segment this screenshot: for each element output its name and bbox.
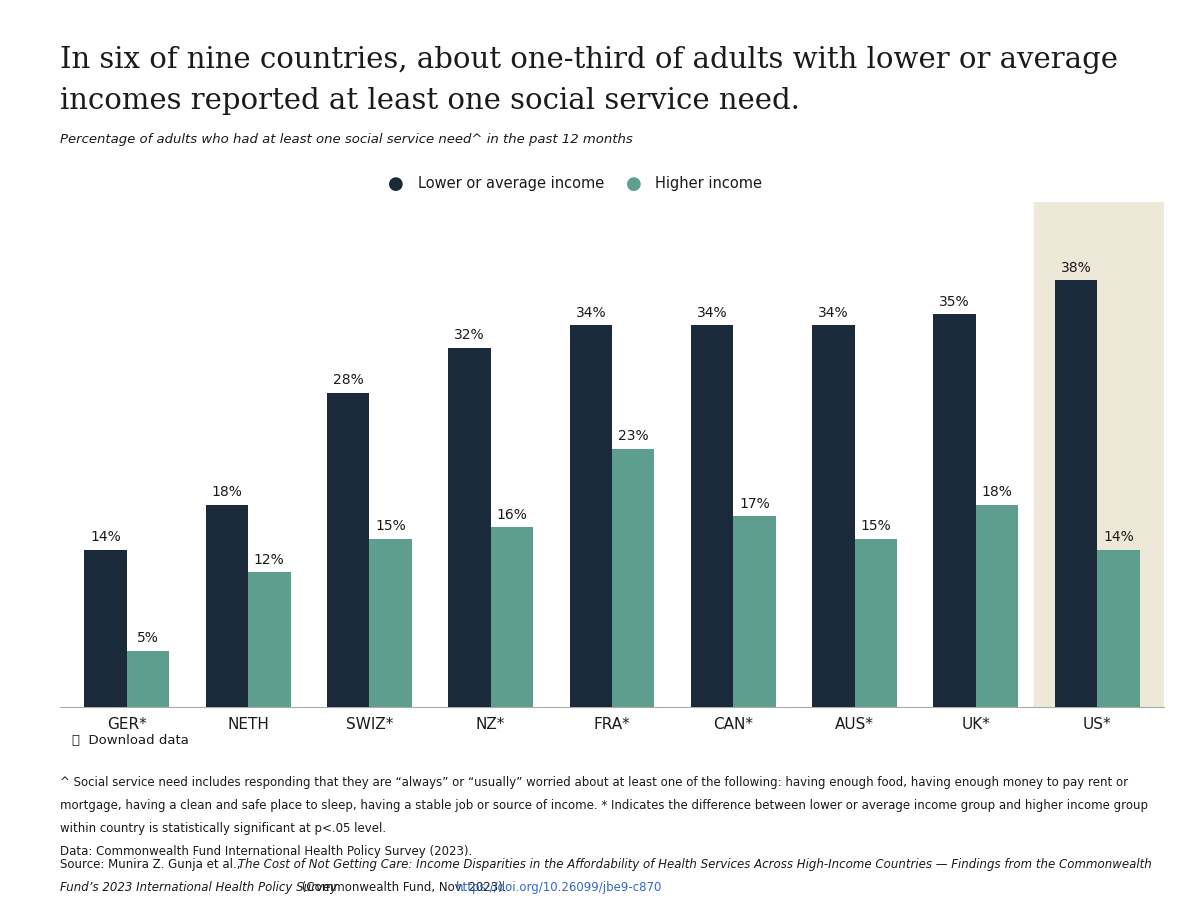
- Bar: [1055, 281, 1097, 707]
- Bar: [934, 314, 976, 707]
- Bar: [127, 651, 169, 707]
- Text: Fund’s 2023 International Health Policy Survey: Fund’s 2023 International Health Policy …: [60, 881, 337, 894]
- Text: 16%: 16%: [497, 508, 527, 521]
- Text: 14%: 14%: [1103, 531, 1134, 544]
- Text: 18%: 18%: [211, 486, 242, 499]
- Bar: [326, 393, 370, 707]
- Text: ●: ●: [625, 174, 642, 193]
- Text: Higher income: Higher income: [655, 176, 762, 191]
- Bar: [570, 325, 612, 707]
- Bar: [854, 539, 898, 707]
- Bar: [248, 572, 290, 707]
- Bar: [1097, 550, 1140, 707]
- Bar: [84, 550, 127, 707]
- Text: Data: Commonwealth Fund International Health Policy Survey (2023).: Data: Commonwealth Fund International He…: [60, 845, 473, 857]
- Text: 23%: 23%: [618, 430, 648, 443]
- Text: 38%: 38%: [1061, 261, 1092, 274]
- Text: ●: ●: [388, 174, 404, 193]
- Text: 32%: 32%: [454, 329, 485, 342]
- Bar: [812, 325, 854, 707]
- Text: 18%: 18%: [982, 486, 1013, 499]
- Text: 34%: 34%: [576, 306, 606, 319]
- Bar: [449, 348, 491, 707]
- Bar: [976, 505, 1019, 707]
- Text: 5%: 5%: [137, 632, 158, 645]
- Text: 34%: 34%: [818, 306, 848, 319]
- Text: 17%: 17%: [739, 497, 770, 510]
- Text: Source: Munira Z. Gunja et al.,: Source: Munira Z. Gunja et al.,: [60, 858, 245, 871]
- Bar: [612, 449, 654, 707]
- Bar: [205, 505, 248, 707]
- Text: 15%: 15%: [376, 519, 406, 533]
- Text: (Commonwealth Fund, Nov. 2023).: (Commonwealth Fund, Nov. 2023).: [298, 881, 510, 894]
- Text: https://doi.org/10.26099/jbe9-c870: https://doi.org/10.26099/jbe9-c870: [456, 881, 662, 894]
- Bar: [491, 527, 533, 707]
- Text: ^ Social service need includes responding that they are “always” or “usually” wo: ^ Social service need includes respondin…: [60, 776, 1128, 789]
- Text: 35%: 35%: [940, 295, 970, 308]
- Bar: [370, 539, 412, 707]
- Text: In six of nine countries, about one-third of adults with lower or average: In six of nine countries, about one-thir…: [60, 46, 1118, 74]
- Text: within country is statistically significant at p<.05 level.: within country is statistically signific…: [60, 822, 386, 834]
- Text: Percentage of adults who had at least one social service need^ in the past 12 mo: Percentage of adults who had at least on…: [60, 133, 632, 146]
- Text: The Cost of Not Getting Care: Income Disparities in the Affordability of Health : The Cost of Not Getting Care: Income Dis…: [238, 858, 1151, 871]
- Text: incomes reported at least one social service need.: incomes reported at least one social ser…: [60, 87, 800, 116]
- Text: 12%: 12%: [254, 553, 284, 566]
- Text: 15%: 15%: [860, 519, 892, 533]
- Text: ⤓  Download data: ⤓ Download data: [72, 734, 188, 747]
- Text: 14%: 14%: [90, 531, 121, 544]
- Text: Lower or average income: Lower or average income: [418, 176, 604, 191]
- Text: mortgage, having a clean and safe place to sleep, having a stable job or source : mortgage, having a clean and safe place …: [60, 799, 1148, 812]
- Bar: [691, 325, 733, 707]
- Bar: [733, 516, 775, 707]
- Bar: [1034, 202, 1170, 707]
- Text: 34%: 34%: [697, 306, 727, 319]
- Text: 28%: 28%: [332, 373, 364, 387]
